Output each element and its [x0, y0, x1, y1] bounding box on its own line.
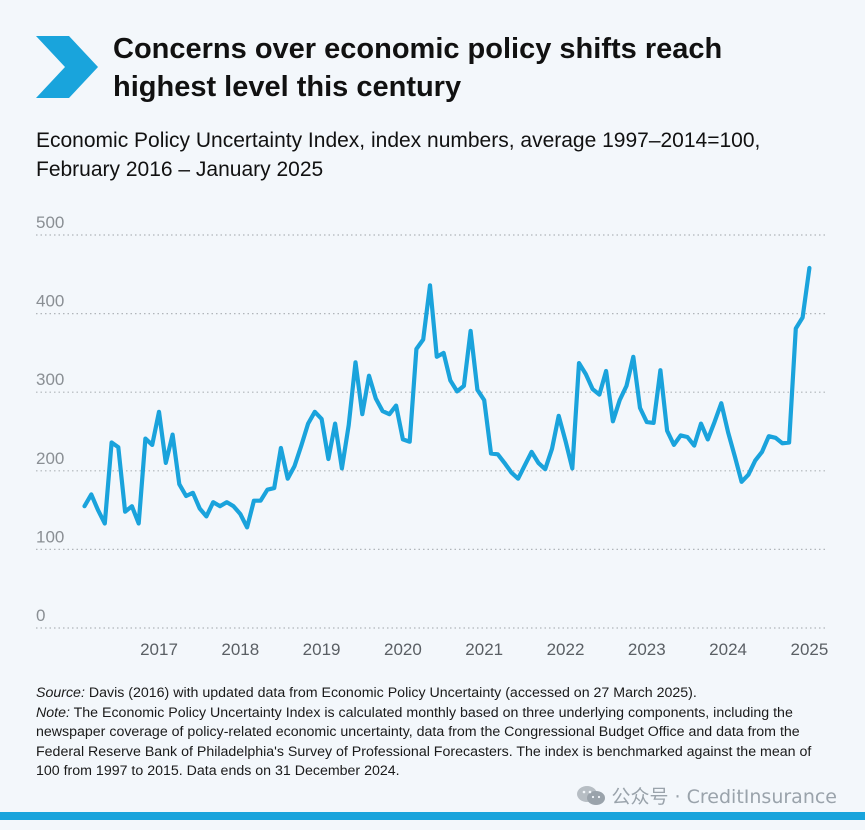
header: Concerns over economic policy shifts rea… — [36, 30, 836, 110]
watermark-text: 公众号 · CreditInsurance — [611, 786, 837, 808]
x-tick-label: 2023 — [628, 640, 666, 659]
wechat-icon — [576, 785, 605, 805]
watermark: 公众号 · CreditInsurance — [576, 782, 837, 809]
chart-title: Concerns over economic policy shifts rea… — [113, 33, 723, 103]
grid-lines — [36, 234, 826, 629]
series-group — [82, 265, 812, 530]
y-tick-label: 0 — [36, 606, 45, 625]
x-tick-label: 2025 — [790, 640, 828, 659]
x-tick-label: 2024 — [709, 640, 747, 659]
chart-subtitle: Economic Policy Uncertainty Index, index… — [36, 129, 761, 181]
x-tick-label: 2021 — [465, 640, 503, 659]
x-tick-label: 2019 — [303, 640, 341, 659]
y-tick-label: 500 — [36, 213, 64, 232]
footnote-note: Note: The Economic Policy Uncertainty In… — [36, 704, 836, 782]
chevron-right-icon — [36, 36, 98, 98]
y-tick-label: 200 — [36, 449, 64, 468]
source-label: Source: — [36, 685, 85, 701]
x-tick-label: 2022 — [547, 640, 585, 659]
x-tick-label: 2018 — [221, 640, 259, 659]
footnote: Source: Davis (2016) with updated data f… — [36, 684, 836, 782]
note-text: The Economic Policy Uncertainty Index is… — [36, 704, 812, 780]
line-chart: 0 100 200 300 400 500 2017 2018 2019 2020 2021 202… — [36, 213, 828, 659]
y-tick-label: 300 — [36, 370, 64, 389]
note-label: Note: — [36, 704, 70, 721]
footnote-source: Source: Davis (2016) with updated data f… — [36, 684, 836, 704]
x-tick-label: 2017 — [140, 640, 178, 659]
source-text: Davis (2016) with updated data from Econ… — [84, 685, 697, 701]
y-tick-label: 400 — [36, 292, 64, 311]
bottom-accent-bar — [0, 812, 865, 820]
series-line-0 — [82, 265, 812, 530]
x-tick-label: 2020 — [384, 640, 422, 659]
x-axis-ticks: 2017 2018 2019 2020 2021 2022 2023 2024 2025 — [140, 640, 828, 659]
y-axis-ticks: 0 100 200 300 400 500 — [36, 213, 64, 625]
y-tick-label: 100 — [36, 527, 64, 546]
